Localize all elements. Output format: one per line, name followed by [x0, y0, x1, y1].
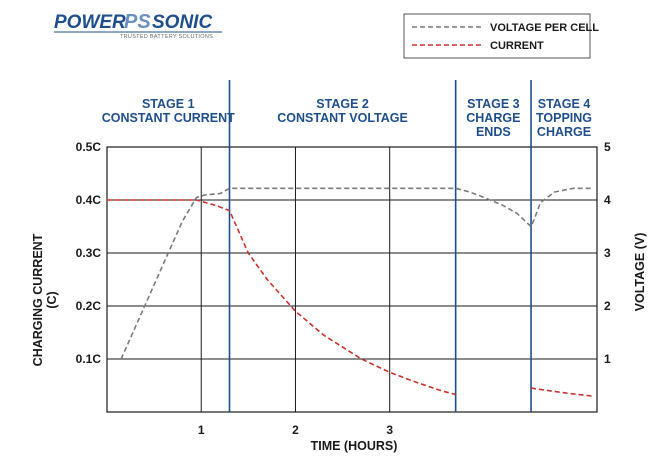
current-series-line [107, 199, 456, 396]
logo-power-text: POWER [54, 12, 126, 33]
right-axis-title: VOLTAGE (V) [633, 233, 647, 312]
left-axis-title-line2: (C) [45, 291, 59, 308]
plot-frame [106, 146, 598, 413]
stage-label: TOPPING [536, 111, 592, 125]
x-axis-title: TIME (HOURS) [311, 439, 398, 453]
logo-sonic-text: SONIC [152, 12, 212, 33]
right-tick-label: 4 [604, 193, 611, 207]
series [107, 187, 593, 397]
right-tick-label: 2 [604, 299, 611, 313]
stage-label: CONSTANT VOLTAGE [277, 111, 408, 125]
legend-current-label: CURRENT [490, 40, 544, 52]
tick-labels: 0.1C 0.2C 0.3C 0.4C 0.5C 1 2 3 4 5 1 2 3 [76, 140, 611, 437]
stage-label: CHARGE [466, 111, 520, 125]
current-series-line [530, 387, 593, 397]
left-tick-label: 0.4C [76, 193, 102, 207]
x-tick-label: 3 [386, 423, 393, 437]
voltage-series-line [120, 187, 593, 360]
legend: VOLTAGE PER CELL CURRENT [403, 13, 599, 59]
left-tick-label: 0.1C [76, 352, 102, 366]
left-tick-label: 0.3C [76, 246, 102, 260]
grid [106, 146, 598, 413]
stage-label: CHARGE [537, 125, 591, 139]
stage-label: STAGE 2 [316, 97, 369, 111]
right-tick-label: 1 [604, 352, 611, 366]
left-axis-title-line1: CHARGING CURRENT [31, 233, 45, 366]
stage-label: CONSTANT CURRENT [102, 111, 235, 125]
stage-label: STAGE 1 [142, 97, 195, 111]
power-sonic-logo: POWER PS SONIC TRUSTED BATTERY SOLUTIONS [54, 11, 222, 40]
logo-ps-mark: PS [124, 11, 151, 33]
left-tick-label: 0.5C [76, 140, 102, 154]
stage-label: STAGE 3 [467, 97, 520, 111]
right-tick-label: 5 [604, 140, 611, 154]
left-tick-label: 0.2C [76, 299, 102, 313]
right-axis-title-group: VOLTAGE (V) [633, 233, 647, 312]
stage-label: ENDS [476, 125, 511, 139]
x-tick-label: 2 [292, 423, 299, 437]
legend-voltage-label: VOLTAGE PER CELL [490, 22, 599, 34]
right-tick-label: 3 [604, 246, 611, 260]
stage-label: STAGE 4 [538, 97, 591, 111]
legend-box [403, 13, 591, 59]
x-tick-label: 1 [198, 423, 205, 437]
left-axis-title: CHARGING CURRENT (C) [31, 233, 59, 366]
logo-tagline: TRUSTED BATTERY SOLUTIONS [120, 34, 213, 40]
